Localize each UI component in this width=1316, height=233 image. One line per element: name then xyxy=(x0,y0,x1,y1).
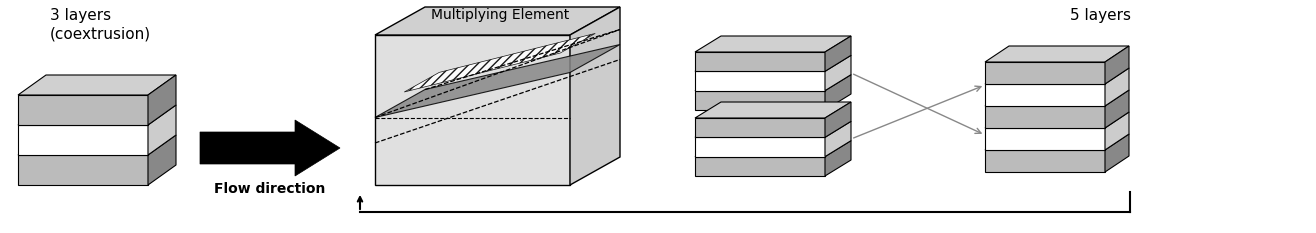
Polygon shape xyxy=(695,91,825,110)
Polygon shape xyxy=(984,128,1105,150)
Polygon shape xyxy=(18,155,147,185)
Polygon shape xyxy=(18,125,147,155)
Polygon shape xyxy=(1105,134,1129,172)
Text: 5 layers: 5 layers xyxy=(1070,8,1130,23)
Polygon shape xyxy=(695,137,825,157)
Polygon shape xyxy=(695,102,851,118)
Polygon shape xyxy=(825,55,851,91)
Polygon shape xyxy=(695,157,825,176)
Polygon shape xyxy=(147,105,176,155)
Polygon shape xyxy=(695,71,825,91)
Polygon shape xyxy=(18,95,147,125)
Polygon shape xyxy=(375,7,620,35)
Polygon shape xyxy=(984,46,1129,62)
Polygon shape xyxy=(18,105,176,125)
Polygon shape xyxy=(404,33,595,92)
Polygon shape xyxy=(984,68,1129,84)
Polygon shape xyxy=(695,55,851,71)
Polygon shape xyxy=(375,35,570,185)
Text: 3 layers
(coextrusion): 3 layers (coextrusion) xyxy=(50,8,151,42)
Polygon shape xyxy=(984,106,1105,128)
Polygon shape xyxy=(18,75,176,95)
Text: Flow direction: Flow direction xyxy=(215,182,325,196)
Polygon shape xyxy=(825,36,851,71)
Polygon shape xyxy=(1105,90,1129,128)
Polygon shape xyxy=(570,7,620,185)
Polygon shape xyxy=(695,141,851,157)
Polygon shape xyxy=(825,102,851,137)
Polygon shape xyxy=(695,121,851,137)
Polygon shape xyxy=(984,84,1105,106)
Polygon shape xyxy=(1105,112,1129,150)
Polygon shape xyxy=(695,118,825,137)
Polygon shape xyxy=(695,36,851,52)
Polygon shape xyxy=(1105,68,1129,106)
Polygon shape xyxy=(147,135,176,185)
Polygon shape xyxy=(695,52,825,71)
Polygon shape xyxy=(984,134,1129,150)
Polygon shape xyxy=(984,112,1129,128)
Polygon shape xyxy=(695,75,851,91)
Polygon shape xyxy=(147,75,176,125)
Polygon shape xyxy=(984,62,1105,84)
Polygon shape xyxy=(984,150,1105,172)
Text: Multiplying Element: Multiplying Element xyxy=(430,8,569,22)
Polygon shape xyxy=(825,121,851,157)
Polygon shape xyxy=(375,45,620,117)
Polygon shape xyxy=(984,90,1129,106)
Polygon shape xyxy=(1105,46,1129,84)
Polygon shape xyxy=(18,135,176,155)
Polygon shape xyxy=(825,141,851,176)
Polygon shape xyxy=(200,120,340,176)
Polygon shape xyxy=(825,75,851,110)
